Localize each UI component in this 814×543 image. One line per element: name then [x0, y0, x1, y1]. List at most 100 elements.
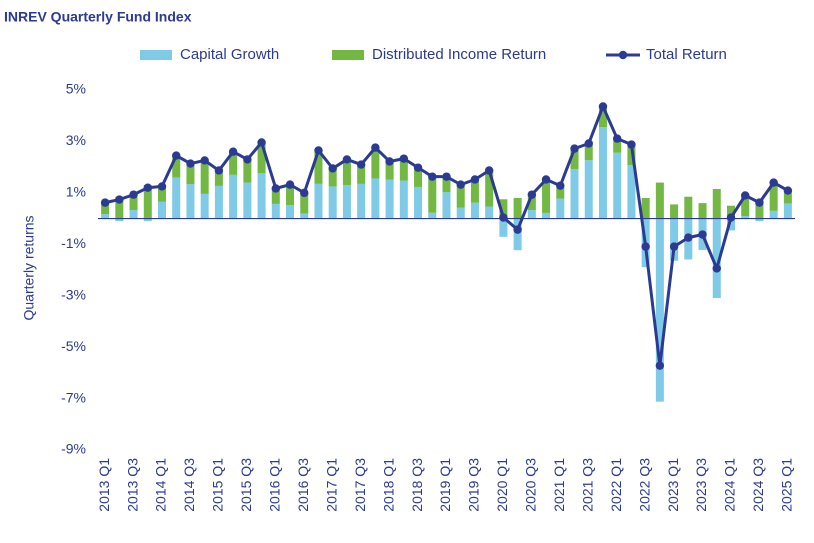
bar-segment [214, 170, 223, 186]
bar-segment [712, 189, 721, 219]
x-tick-label: 2013 Q3 [124, 458, 140, 512]
line-point [186, 159, 195, 168]
bar-segment [655, 218, 664, 402]
legend-label: Distributed Income Return [372, 46, 546, 63]
bar-segment [584, 143, 593, 161]
bar-segment [158, 201, 167, 219]
bar-segment [542, 179, 551, 213]
bar-segment [613, 138, 622, 153]
legend-label: Total Return [646, 46, 727, 63]
bar-segment [172, 177, 181, 219]
bar-segment [243, 159, 252, 183]
bar-segment [158, 186, 167, 202]
bar-segment [314, 150, 323, 184]
line-point [442, 172, 451, 181]
line-point [300, 188, 309, 198]
bar-segment [726, 205, 735, 219]
bar-segment [769, 182, 778, 211]
x-tick-label: 2021 Q3 [579, 458, 595, 512]
line-point [413, 163, 423, 172]
bar-segment [314, 183, 323, 219]
bar-segment [257, 142, 266, 174]
line-point [499, 213, 508, 222]
line-point [712, 264, 721, 273]
line-point [684, 233, 693, 242]
line-point [470, 175, 480, 184]
bar-segment [485, 206, 494, 219]
bar-segment [186, 184, 195, 219]
line-point [769, 178, 778, 187]
x-tick-label: 2016 Q3 [295, 458, 311, 512]
bar-segment [513, 218, 522, 251]
line-point [612, 134, 622, 143]
line-point [570, 144, 579, 153]
bar-segment [271, 188, 280, 204]
line-point [598, 102, 608, 111]
x-tick-label: 2017 Q3 [352, 458, 368, 512]
bar-segment [214, 185, 223, 219]
bar-segment [556, 185, 565, 199]
bar-segment [755, 218, 764, 222]
y-tick-label: -5% [61, 338, 86, 354]
line-point [584, 139, 593, 148]
x-tick-label: 2023 Q3 [693, 458, 709, 512]
bar-segment [300, 213, 309, 219]
bar-segment [385, 161, 394, 180]
line-point [314, 146, 323, 155]
bar-segment [741, 216, 750, 219]
x-tick-label: 2015 Q1 [210, 458, 226, 512]
line-point [157, 182, 167, 191]
bar-segment [172, 155, 181, 178]
bar-segment [371, 147, 380, 179]
x-tick-label: 2022 Q3 [636, 458, 652, 512]
bar-segment [684, 196, 693, 219]
y-tick-label: -7% [61, 389, 86, 405]
legend-swatch [332, 50, 364, 60]
bar-segment [328, 168, 337, 187]
x-tick-label: 2019 Q3 [466, 458, 482, 512]
bar-segment [342, 159, 351, 186]
line-point [726, 213, 736, 222]
bar-segment [456, 184, 465, 208]
line-point [698, 230, 707, 239]
line-point [100, 198, 110, 207]
bar-segment [101, 202, 110, 215]
y-tick-label: -1% [61, 235, 86, 251]
bar-segment [456, 207, 465, 219]
bar-segment [570, 169, 579, 219]
line-point [342, 155, 352, 164]
bar-segment [428, 212, 437, 219]
bar-segment [399, 158, 408, 181]
bar-segment [542, 212, 551, 219]
line-point [200, 156, 209, 165]
bar-segment [186, 163, 195, 185]
x-tick-label: 2018 Q3 [409, 458, 425, 512]
x-tick-label: 2025 Q1 [779, 458, 795, 512]
bar-segment [414, 186, 423, 219]
bar-segment [641, 198, 650, 219]
bar-segment [755, 200, 764, 219]
bar-segment [229, 174, 238, 219]
x-tick-label: 2023 Q1 [665, 458, 681, 512]
bar-segment [556, 198, 565, 219]
line-point [641, 242, 650, 251]
x-tick-label: 2020 Q3 [523, 458, 539, 512]
bar-segment [414, 167, 423, 187]
x-tick-label: 2014 Q3 [181, 458, 197, 512]
line-point [385, 157, 394, 166]
line-point [129, 190, 138, 199]
x-tick-label: 2021 Q1 [551, 458, 567, 512]
line-point [257, 138, 266, 147]
bar-segment [286, 184, 295, 206]
line-point [228, 147, 238, 156]
y-tick-label: 1% [66, 184, 86, 200]
bar-segment [485, 170, 494, 207]
x-tick-label: 2018 Q1 [380, 458, 396, 512]
bar-segment [712, 218, 721, 299]
bar-segment [200, 193, 209, 219]
x-tick-label: 2013 Q1 [96, 458, 112, 512]
line-point [783, 186, 793, 195]
bar-segment [328, 186, 337, 219]
line-point [527, 190, 537, 199]
y-tick-label: -9% [61, 441, 86, 457]
